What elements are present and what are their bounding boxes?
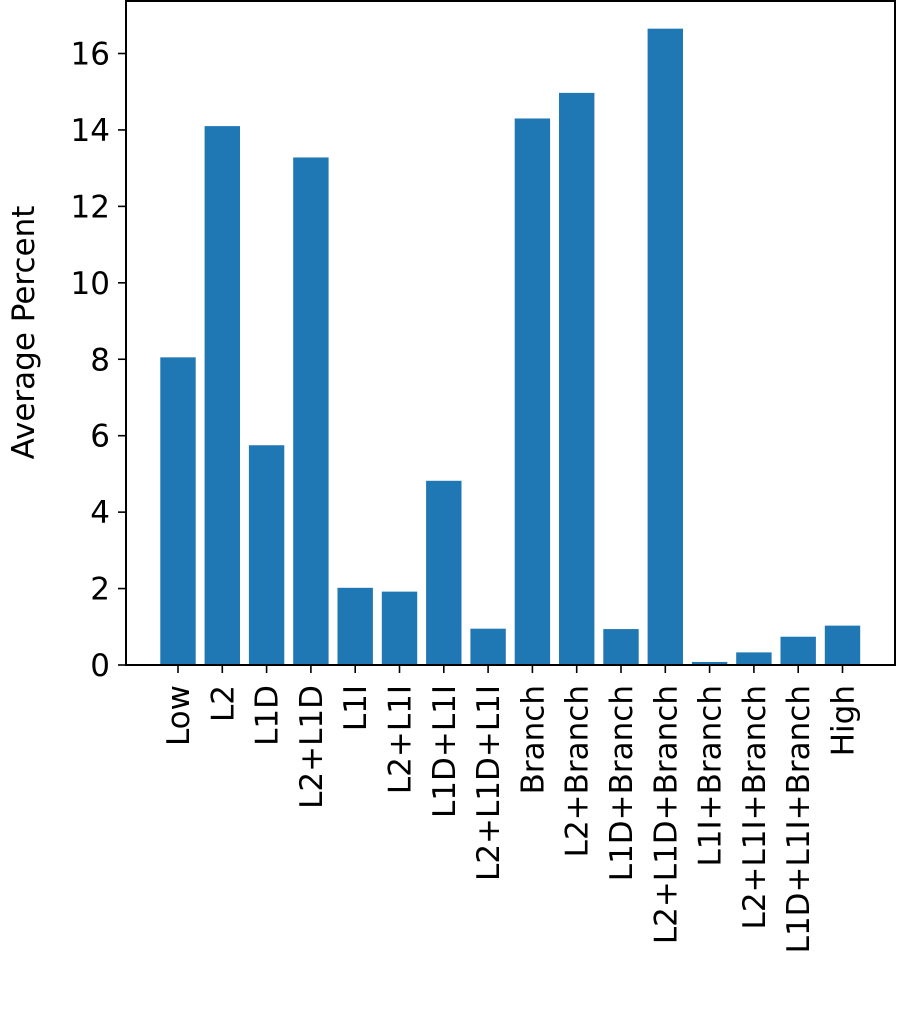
bars-group: [160, 28, 861, 666]
x-tick-label: L2+L1D+Branch: [648, 685, 684, 944]
x-tick-label: L2+L1D+L1I: [471, 685, 507, 881]
x-tick-label: L1D+L1I+Branch: [781, 685, 817, 953]
x-tick-label: L2+L1D: [294, 685, 330, 809]
x-tick-label: Branch: [515, 685, 551, 794]
x-tick-label: L2: [205, 685, 241, 722]
bar-high: [824, 625, 861, 665]
bar-l2-plus-l1i: [381, 591, 418, 665]
x-tick-label: L1I+Branch: [693, 685, 729, 866]
bar-l2-plus-l1i-plus-branch: [736, 652, 772, 665]
x-tick-label: L1D: [250, 685, 286, 746]
y-tick-label: 8: [90, 342, 110, 378]
y-tick-label: 14: [71, 113, 110, 149]
bar-l2: [204, 126, 240, 666]
bar-l1i-plus-branch: [691, 661, 728, 665]
x-tick-label: L2+Branch: [560, 685, 596, 857]
bar-l1d-plus-l1i: [426, 480, 462, 665]
bar-low: [160, 357, 196, 665]
bar-l2-plus-l1d-plus-branch: [647, 28, 683, 665]
plot-frame: [125, 0, 896, 666]
y-tick-label: 4: [90, 495, 110, 531]
bar-l1d: [248, 445, 285, 665]
x-tick-label: L2+L1I+Branch: [737, 685, 773, 929]
y-tick-label: 10: [71, 266, 110, 302]
y-tick-label: 16: [71, 37, 110, 73]
y-tick-label: 0: [90, 648, 110, 684]
bar-l2-plus-branch: [559, 92, 595, 666]
y-axis-ticks: 0 2 4 6 8 10 12 14 16: [71, 37, 126, 684]
x-tick-label: L1D+L1I: [427, 685, 463, 818]
x-tick-label: L1D+Branch: [604, 685, 640, 881]
bar-l2-plus-l1d-plus-l1i: [470, 628, 506, 665]
y-axis-label: Average Percent: [6, 206, 42, 460]
bar-l1d-plus-l1i-plus-branch: [780, 636, 816, 665]
y-tick-label: 2: [90, 572, 110, 608]
x-axis-ticks: Low L2 L1D L2+L1D L1I L2+L1I L1D+L1I L2+L1D+L1I…: [161, 665, 862, 953]
bar-l1i: [337, 587, 373, 665]
x-tick-label: Low: [161, 685, 197, 746]
x-tick-label: L1I: [338, 685, 374, 731]
x-tick-label: High: [826, 685, 862, 756]
y-tick-label: 6: [90, 419, 110, 455]
bar-branch: [514, 118, 551, 666]
bar-l2-plus-l1d: [293, 157, 329, 665]
y-tick-label: 12: [71, 189, 110, 225]
x-tick-label: L2+L1I: [383, 685, 419, 794]
bar-l1d-plus-branch: [603, 629, 639, 665]
